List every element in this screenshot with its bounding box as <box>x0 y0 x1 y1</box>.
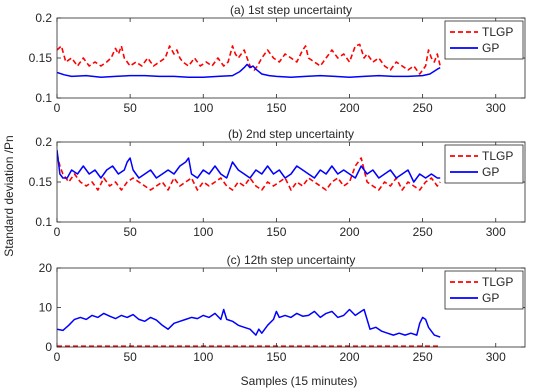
x-tick-label: 200 <box>339 350 359 364</box>
x-tick-label: 300 <box>486 101 506 115</box>
x-tick-label: 250 <box>413 225 433 239</box>
subplot-title: (a) 1st step uncertainty <box>230 3 352 17</box>
x-tick-label: 50 <box>123 225 137 239</box>
y-tick-label: 0.1 <box>35 215 52 229</box>
x-tick-label: 150 <box>266 101 286 115</box>
legend-label-tlgp: TLGP <box>482 275 513 289</box>
series-line-gp <box>57 149 441 183</box>
x-tick-label: 200 <box>339 101 359 115</box>
series-line-tlgp <box>57 153 441 191</box>
x-tick-label: 100 <box>193 101 213 115</box>
y-axis-label: Standard deviation /Pn <box>2 135 16 256</box>
subplot-2: 0 50 100 150 200 250 300 0.1 0.15 0.2 (b) 2nd step… <box>29 127 526 239</box>
legend-label-tlgp: TLGP <box>482 149 513 163</box>
x-tick-label: 100 <box>193 350 213 364</box>
y-tick-label: 0.2 <box>35 135 52 149</box>
legend-box <box>444 144 524 184</box>
y-tick-label: 20 <box>39 261 53 275</box>
legend-label-gp: GP <box>482 165 499 179</box>
x-tick-label: 250 <box>413 350 433 364</box>
subplot-title: (c) 12th step uncertainty <box>227 253 356 267</box>
x-axis-label: Samples (15 minutes) <box>241 374 358 388</box>
legend-box <box>444 270 524 310</box>
y-tick-label: 10 <box>39 301 53 315</box>
x-tick-label: 200 <box>339 225 359 239</box>
y-tick-label: 0.15 <box>29 51 53 65</box>
x-tick-label: 150 <box>266 350 286 364</box>
y-tick-label: 0.15 <box>29 175 53 189</box>
x-tick-label: 150 <box>266 225 286 239</box>
x-tick-label: 300 <box>486 225 506 239</box>
x-tick-label: 300 <box>486 350 506 364</box>
x-tick-label: 50 <box>123 101 137 115</box>
x-tick-label: 250 <box>413 101 433 115</box>
legend-box <box>444 20 524 60</box>
series-line-gp <box>57 308 441 338</box>
series-line-gp <box>57 63 441 78</box>
y-tick-label: 0.1 <box>35 91 52 105</box>
legend-label-tlgp: TLGP <box>482 25 513 39</box>
x-tick-label: 0 <box>54 350 61 364</box>
x-tick-label: 50 <box>123 350 137 364</box>
subplot-1: 0 50 100 150 200 250 300 0.1 0.15 0.2 (a) 1st step… <box>29 3 526 115</box>
y-tick-label: 0 <box>45 340 52 354</box>
x-tick-label: 0 <box>54 225 61 239</box>
subplot-title: (b) 2nd step uncertainty <box>228 127 354 141</box>
subplot-3: 0 50 100 150 200 250 300 0 10 20 (c) 12th step unc… <box>39 253 526 364</box>
series-line-tlgp <box>57 43 441 75</box>
legend-label-gp: GP <box>482 41 499 55</box>
legend-label-gp: GP <box>482 291 499 305</box>
y-tick-label: 0.2 <box>35 11 52 25</box>
x-tick-label: 100 <box>193 225 213 239</box>
x-tick-label: 0 <box>54 101 61 115</box>
